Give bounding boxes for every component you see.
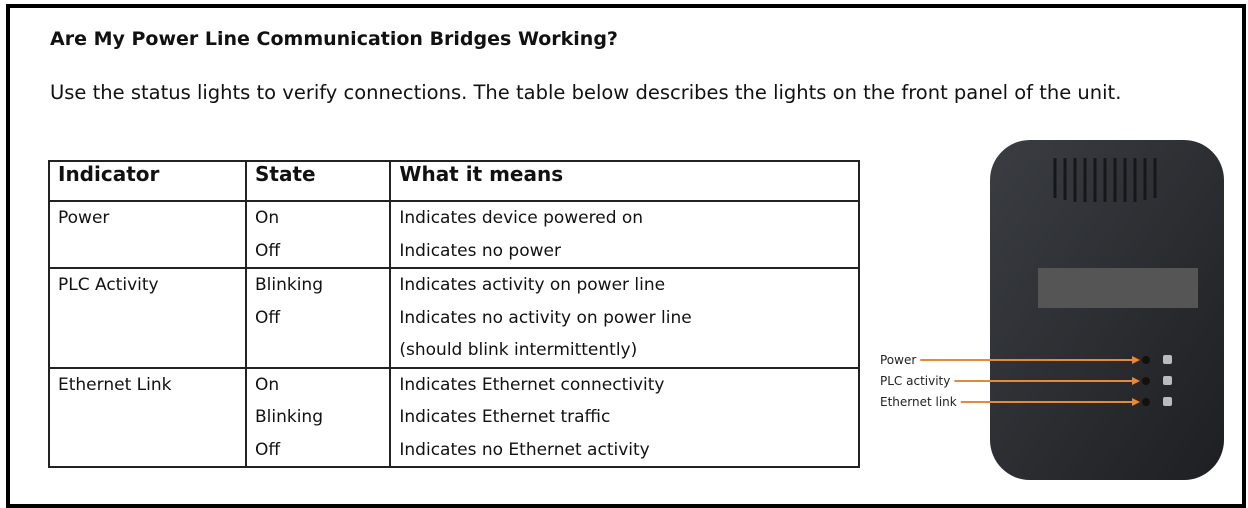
callout-arrow: [1132, 356, 1140, 364]
meaning-cell: Indicates device powered on Indicates no …: [389, 200, 860, 269]
table-row: Ethernet Link On Blinking Off Indicates Ethe…: [48, 366, 860, 468]
device-illustration: Power PLC activity Ethernet link: [880, 140, 1224, 480]
state: Off: [254, 439, 281, 460]
table-body: Power On Off Indicates device powered on Ind…: [48, 200, 860, 468]
callout-label: Ethernet link: [880, 395, 957, 409]
document-frame: Are My Power Line Communication Bridges …: [6, 4, 1246, 508]
meaning-cell: Indicates activity on power line Indicate…: [389, 267, 860, 369]
meaning: Indicates no activity on power line: [399, 307, 692, 328]
state-cell: On Blinking Off: [244, 366, 392, 468]
led: [1142, 398, 1150, 406]
intro-text: Use the status lights to verify connecti…: [50, 81, 1122, 104]
indicator-name: Ethernet Link: [58, 374, 172, 395]
column-header: Indicator: [48, 160, 247, 202]
meaning: Indicates no power: [399, 240, 561, 261]
meaning: Indicates Ethernet connectivity: [399, 374, 665, 395]
callout-arrow: [1132, 398, 1140, 406]
led-group: Power PLC activity Ethernet link: [880, 353, 1172, 409]
heading: Are My Power Line Communication Bridges …: [50, 28, 618, 50]
led: [1142, 377, 1150, 385]
state: Off: [254, 307, 281, 328]
state-cell: On Off: [244, 200, 392, 269]
meaning: Indicates no Ethernet activity: [399, 439, 650, 460]
state: Blinking: [254, 407, 324, 427]
indicator-name: Power: [58, 208, 110, 228]
header-row: Indicator State What it means: [48, 160, 860, 202]
led-icon: [1163, 397, 1172, 406]
callout-arrow: [1132, 377, 1140, 385]
callout-label: PLC activity: [880, 374, 950, 388]
indicator-cell: Ethernet Link: [48, 366, 247, 468]
led-icon: [1163, 355, 1172, 364]
state: Off: [254, 240, 281, 261]
label-plate: [1038, 268, 1198, 308]
indicator-cell: Power: [48, 200, 247, 269]
meaning-cell: Indicates Ethernet connectivity Indicates…: [389, 366, 860, 468]
callout-label: Power: [880, 353, 916, 367]
status-table: Indicator State What it means Power On Off In…: [48, 160, 860, 468]
table-row: Power On Off Indicates device powered on Ind…: [48, 200, 860, 269]
indicator-name: PLC Activity: [58, 275, 159, 295]
state: On: [254, 374, 280, 395]
led-icon: [1163, 376, 1172, 385]
indicator-cell: PLC Activity: [48, 267, 247, 369]
meaning: Indicates activity on power line: [399, 275, 666, 295]
table-row: PLC Activity Blinking Off Indicates activit…: [48, 267, 860, 369]
led: [1142, 356, 1150, 364]
state: Blinking: [254, 275, 324, 295]
state-cell: Blinking Off: [244, 267, 392, 369]
vent: [1053, 158, 1157, 202]
column-header: State: [244, 160, 392, 202]
column-header: What it means: [389, 160, 860, 202]
meaning: Indicates Ethernet traffic: [399, 407, 611, 427]
state: On: [254, 208, 280, 228]
meaning: Indicates device powered on: [399, 208, 644, 228]
meaning: (should blink intermittently): [399, 340, 638, 360]
device-body: [990, 140, 1224, 480]
